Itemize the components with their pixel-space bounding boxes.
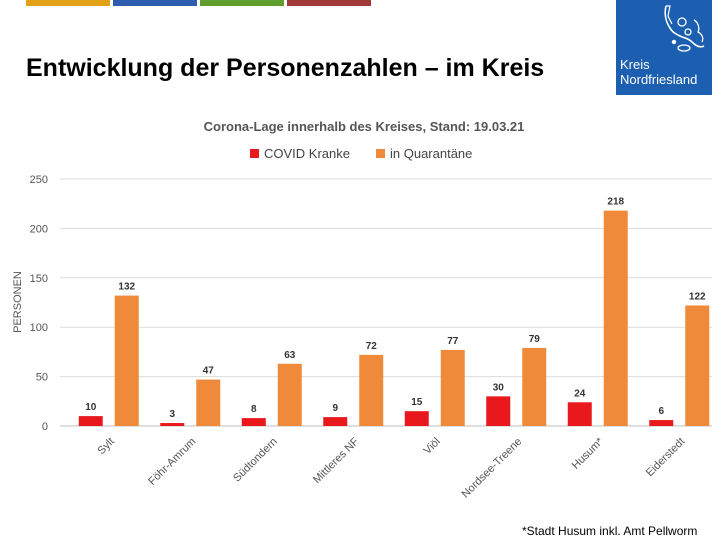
chart-title: Corona-Lage innerhalb des Kreises, Stand… [204,119,525,134]
y-axis-label: PERSONEN [12,271,24,333]
bar-in-quarantaene [440,349,465,426]
page-title: Entwicklung der Personenzahlen – im Krei… [26,54,545,82]
y-tick-label: 0 [42,421,48,433]
kreis-logo: Kreis Nordfriesland [616,0,712,95]
bar-covid-kranke [323,417,348,426]
top-bar-segment [26,0,110,6]
bar-in-quarantaene [603,210,628,426]
bar-covid-kranke [78,416,103,426]
legend-swatch [376,149,385,158]
bar-covid-kranke [486,396,511,426]
y-tick-label: 150 [30,273,48,285]
x-tick-label: Nordsee-Treene [460,436,525,501]
x-tick-label: Südtondern [231,436,280,485]
y-tick-label: 100 [30,322,48,334]
y-tick-label: 50 [36,372,48,384]
x-tick-label: Husum* [570,435,607,472]
bar-covid-kranke [649,420,674,426]
bar-in-quarantaene [359,354,384,426]
footnote: *Stadt Husum inkl. Amt Pellworm [522,524,698,538]
bar-in-quarantaene [114,295,139,426]
legend-label: COVID Kranke [264,146,350,161]
data-label: 63 [284,350,296,361]
data-label: 30 [493,382,505,393]
bar-covid-kranke [160,423,185,426]
top-color-bar [26,0,371,6]
data-label: 122 [689,291,706,302]
bar-in-quarantaene [196,379,221,426]
bar-in-quarantaene [522,347,547,426]
top-bar-segment [200,0,284,6]
bar-covid-kranke [567,402,592,426]
bar-in-quarantaene [685,305,710,426]
top-bar-segment [113,0,197,6]
data-label: 79 [529,334,541,345]
legend-label: in Quarantäne [390,146,472,161]
data-label: 47 [203,366,215,377]
y-tick-label: 200 [30,223,48,235]
x-tick-label: Eiderstedt [644,436,688,480]
nordfriesland-map-icon [664,5,705,52]
y-tick-label: 250 [30,174,48,186]
legend-swatch [250,149,259,158]
bar-in-quarantaene [277,363,302,426]
data-label: 9 [332,403,338,414]
data-label: 3 [169,409,175,420]
data-label: 218 [607,197,624,208]
x-tick-label: Viöl [422,436,443,457]
logo-line-1: Kreis [620,57,650,72]
x-tick-label: Mittleres NF [311,435,362,486]
data-label: 72 [366,341,378,352]
x-tick-label: Föhr-Amrum [146,436,198,488]
x-tick-label: Sylt [95,436,116,457]
data-label: 132 [118,282,135,293]
data-label: 15 [411,397,423,408]
data-label: 10 [85,402,97,413]
bar-covid-kranke [241,418,266,426]
data-label: 8 [251,404,257,415]
logo-line-2: Nordfriesland [620,72,698,87]
bar-covid-kranke [404,411,429,426]
data-label: 24 [574,388,586,399]
data-label: 6 [658,406,664,417]
top-bar-segment [287,0,371,6]
data-label: 77 [447,336,459,347]
